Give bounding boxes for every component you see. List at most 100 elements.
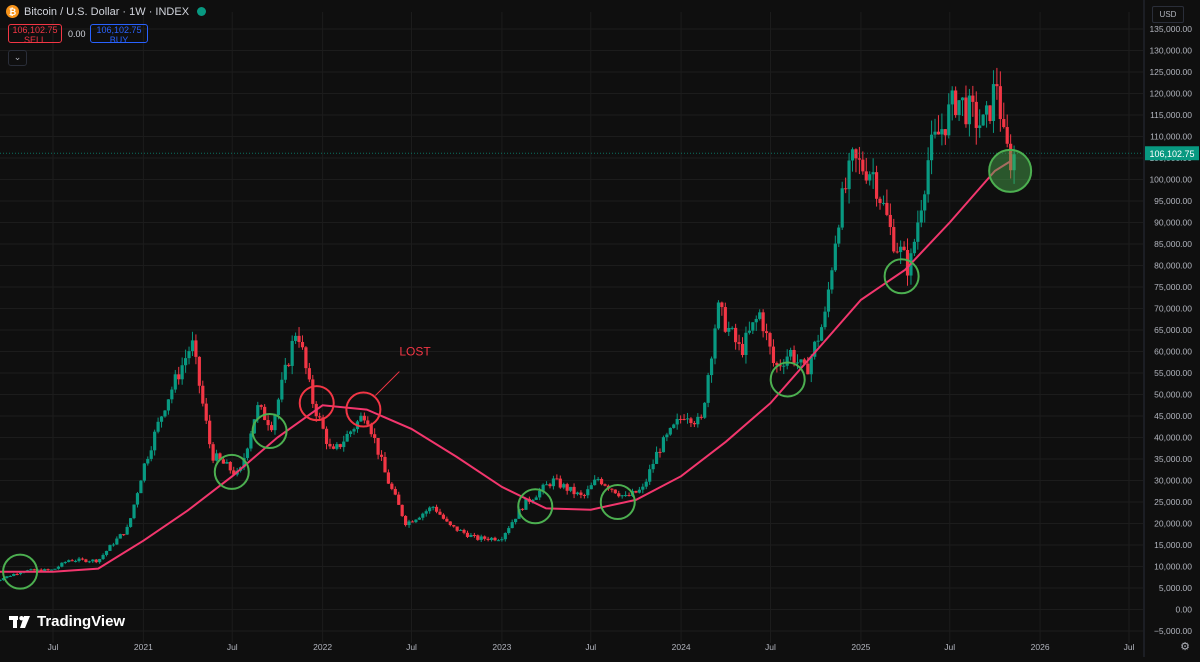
up-candle (747, 330, 751, 333)
down-candle (438, 511, 442, 515)
up-candle (785, 356, 789, 366)
y-tick-label: 20,000.00 (1154, 519, 1192, 529)
up-candle (256, 405, 260, 420)
up-candle (146, 458, 150, 464)
down-candle (775, 363, 779, 366)
up-candle (799, 359, 803, 363)
up-candle (648, 469, 652, 482)
down-candle (386, 472, 391, 484)
down-candle (888, 214, 892, 228)
moving-average-line (0, 160, 1011, 573)
down-candle (740, 343, 745, 355)
symbol-title[interactable]: Bitcoin / U.S. Dollar · 1W · INDEX (24, 5, 190, 18)
gridlines (0, 12, 1143, 643)
up-candle (49, 569, 54, 571)
settings-gear-icon[interactable]: ⚙ (1180, 641, 1190, 653)
y-tick-label: 75,000.00 (1154, 282, 1192, 292)
y-tick-label: 135,000.00 (1149, 24, 1192, 34)
down-candle (297, 335, 301, 342)
up-candle (283, 364, 287, 380)
up-candle (819, 327, 824, 341)
candles (0, 67, 1016, 582)
up-candle (709, 358, 714, 376)
down-candle (410, 521, 415, 523)
up-candle (349, 431, 353, 434)
collapse-legend-button[interactable]: ⌄ (8, 50, 27, 66)
currency-selector[interactable]: USD (1152, 6, 1184, 23)
up-candle (500, 539, 504, 541)
up-candle (840, 188, 844, 228)
chevron-down-icon: ⌄ (13, 52, 22, 62)
down-candle (548, 484, 552, 487)
up-candle (668, 427, 672, 435)
tradingview-logo[interactable]: TradingView (9, 613, 125, 630)
down-candle (658, 451, 662, 453)
down-candle (232, 470, 236, 475)
up-candle (111, 544, 116, 546)
up-candle (637, 489, 641, 493)
down-candle (328, 443, 332, 447)
support-circle (883, 258, 920, 295)
up-candle (593, 479, 597, 486)
up-candle (225, 462, 229, 464)
up-candle (730, 327, 734, 329)
up-candle (758, 312, 762, 319)
down-candle (472, 534, 476, 536)
down-candle (445, 518, 449, 522)
up-candle (957, 100, 961, 116)
up-candle (524, 498, 528, 510)
y-tick-label: 55,000.00 (1154, 368, 1192, 378)
support-circle (213, 453, 250, 490)
up-candle (53, 568, 57, 570)
down-candle (771, 346, 776, 364)
down-candle (177, 374, 181, 380)
up-candle (67, 560, 71, 562)
up-candle (125, 526, 129, 535)
up-candle (459, 529, 463, 531)
down-candle (1009, 143, 1013, 171)
x-tick-label: 2021 (134, 642, 153, 652)
down-candle (806, 363, 810, 375)
up-candle (242, 457, 246, 468)
up-candle (871, 172, 875, 175)
down-candle (857, 158, 861, 160)
down-candle (338, 444, 342, 448)
down-candle (393, 488, 397, 495)
trade-panel: 106,102.75 SELL 0.00 106,102.75 BUY (8, 24, 148, 44)
up-candle (696, 416, 700, 425)
down-candle (197, 356, 201, 386)
up-candle (469, 534, 473, 537)
down-candle (122, 534, 126, 536)
down-candle (194, 340, 198, 357)
up-candle (589, 485, 593, 490)
down-candle (768, 333, 772, 347)
up-candle (135, 493, 140, 505)
up-candle (754, 318, 758, 323)
down-candle (46, 569, 50, 571)
up-candle (142, 463, 146, 481)
sell-button[interactable]: 106,102.75 SELL (8, 24, 62, 44)
up-candle (620, 495, 624, 497)
down-candle (483, 536, 487, 539)
up-candle (644, 481, 648, 487)
down-candle (964, 97, 968, 125)
buy-button[interactable]: 106,102.75 BUY (90, 24, 148, 44)
up-candle (813, 341, 817, 357)
up-candle (190, 340, 195, 352)
down-candle (441, 514, 446, 519)
up-candle (479, 536, 483, 540)
down-candle (201, 385, 205, 404)
down-candle (617, 493, 621, 497)
up-candle (132, 504, 136, 519)
up-candle (245, 448, 250, 458)
down-candle (864, 171, 868, 181)
down-candle (311, 379, 315, 404)
y-tick-label: 70,000.00 (1154, 304, 1192, 314)
up-candle (159, 416, 164, 422)
up-candle (77, 558, 81, 561)
up-candle (496, 540, 501, 542)
down-candle (94, 559, 98, 563)
buy-price: 106,102.75 (96, 25, 142, 35)
